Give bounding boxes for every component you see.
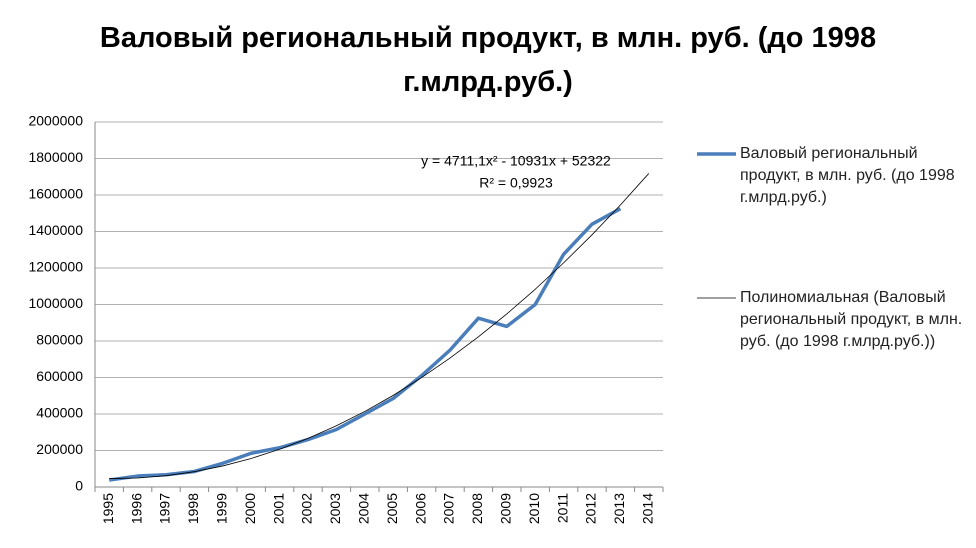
trend-line <box>109 173 650 479</box>
x-tick-label: 1998 <box>185 493 201 524</box>
x-tick-label: 2005 <box>384 493 400 524</box>
x-tick-label: 1995 <box>100 493 116 524</box>
y-tick-label: 400000 <box>36 405 83 421</box>
x-tick-label: 2009 <box>498 493 514 524</box>
x-tick-label: 2010 <box>526 493 542 524</box>
y-tick-label: 600000 <box>36 368 83 384</box>
x-tick-label: 2006 <box>412 493 428 524</box>
trend-r2: R² = 0,9923 <box>479 175 553 191</box>
x-tick-label: 1996 <box>128 493 144 524</box>
y-tick-label: 1000000 <box>28 295 83 311</box>
x-tick-label: 1999 <box>214 493 230 524</box>
x-tick-label: 2007 <box>441 493 457 524</box>
y-tick-label: 1600000 <box>28 186 83 202</box>
x-tick-label: 2011 <box>554 493 570 523</box>
y-tick-label: 1400000 <box>28 222 83 238</box>
y-tick-label: 2000000 <box>28 113 83 129</box>
x-tick-label: 2003 <box>327 493 343 524</box>
x-tick-label: 2014 <box>640 493 656 524</box>
y-tick-label: 200000 <box>36 441 83 457</box>
x-tick-label: 2012 <box>583 493 599 524</box>
y-tick-label: 800000 <box>36 332 83 348</box>
x-tick-label: 1997 <box>157 493 173 524</box>
y-tick-label: 0 <box>75 478 83 494</box>
legend-label: Валовый региональный продукт, в млн. руб… <box>740 145 955 206</box>
data-line <box>108 207 622 482</box>
y-tick-label: 1200000 <box>28 259 83 275</box>
x-tick-label: 2013 <box>611 493 627 524</box>
y-tick-label: 1800000 <box>28 149 83 165</box>
chart-title: Валовый региональный продукт, в млн. руб… <box>99 22 877 98</box>
x-tick-label: 2002 <box>299 493 315 524</box>
x-tick-label: 2001 <box>270 493 286 524</box>
legend-label: Полиномиальная (Валовый региональный про… <box>740 289 963 350</box>
trend-equation: y = 4711,1x² - 10931x + 52322 <box>421 153 611 169</box>
x-tick-label: 2000 <box>242 493 258 524</box>
x-tick-label: 2004 <box>356 493 372 524</box>
x-tick-label: 2008 <box>469 493 485 524</box>
